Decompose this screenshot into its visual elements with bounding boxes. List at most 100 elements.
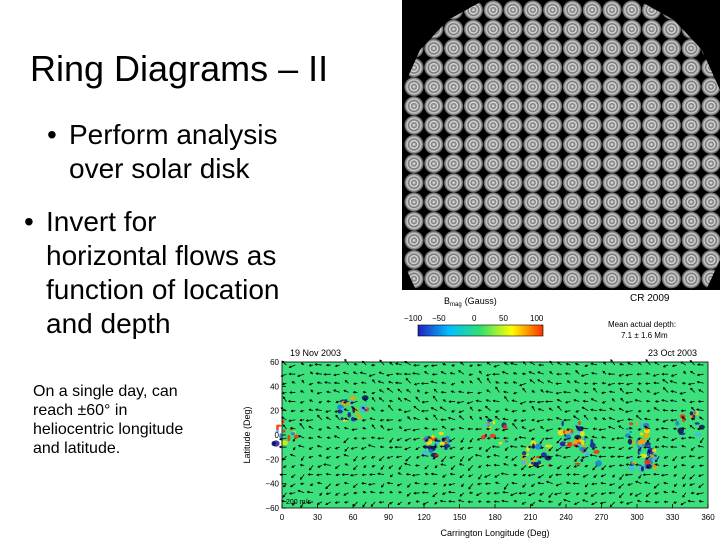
flow-arrow <box>369 417 376 421</box>
ring-tile <box>463 96 483 116</box>
ring-tile <box>681 134 701 154</box>
ring-tile <box>642 19 662 39</box>
ring-tile <box>523 230 543 250</box>
flow-arrow <box>484 474 491 478</box>
flow-arrow <box>414 492 420 494</box>
field-patch <box>580 458 584 463</box>
ring-tile <box>622 58 642 78</box>
flow-arrow <box>502 491 509 494</box>
flow-arrow <box>537 401 544 403</box>
flow-arrow <box>520 445 527 448</box>
ring-tile <box>582 211 602 231</box>
flow-arrow <box>663 419 669 423</box>
ring-tile <box>602 0 622 20</box>
flow-arrow <box>476 400 482 402</box>
field-patch <box>574 462 581 465</box>
ring-tile <box>562 154 582 174</box>
ring-tile <box>463 269 483 289</box>
ring-tile <box>463 38 483 59</box>
ring-tile <box>582 192 602 212</box>
flow-arrow <box>530 361 536 366</box>
flow-arrow <box>528 492 536 496</box>
flow-arrow <box>415 396 420 402</box>
flow-arrow <box>343 492 349 496</box>
field-patch <box>625 427 630 430</box>
flow-arrow <box>475 454 482 457</box>
flow-arrow <box>281 416 287 421</box>
ring-tile <box>582 0 602 20</box>
flow-arrow <box>388 465 394 469</box>
flow-arrow <box>591 398 598 402</box>
ring-tile <box>483 269 503 289</box>
field-patch <box>647 453 650 457</box>
ring-tile <box>562 250 582 270</box>
ring-tile <box>622 192 642 212</box>
flow-arrow <box>407 492 411 497</box>
ring-tile <box>523 96 543 116</box>
x-ticks: 0 30 60 90 120 150 180 210 240 270 300 330 360 <box>280 504 715 522</box>
flow-arrow <box>361 382 367 384</box>
ring-tile <box>562 0 582 20</box>
field-patch <box>521 451 527 456</box>
ring-tile <box>543 115 563 135</box>
ring-tile <box>681 115 701 135</box>
ring-tile <box>424 77 444 97</box>
ring-tile <box>622 154 642 174</box>
flow-arrow <box>635 480 642 485</box>
flow-arrow <box>493 400 500 402</box>
flow-arrow <box>592 465 598 471</box>
ring-tile <box>444 115 464 135</box>
ring-tile <box>503 230 523 250</box>
x-tick-label: 60 <box>349 513 358 522</box>
flow-arrow <box>362 406 367 411</box>
ring-tile <box>543 77 563 97</box>
ring-tile <box>483 77 503 97</box>
y-tick-label: 60 <box>270 358 279 367</box>
ring-tile <box>642 134 662 154</box>
flow-arrow <box>689 360 695 366</box>
ring-tile <box>661 115 681 135</box>
flow-arrow <box>645 455 651 460</box>
flow-arrow <box>317 501 323 505</box>
ring-tile <box>424 134 444 154</box>
flow-arrow <box>404 446 411 450</box>
flow-arrow <box>467 401 473 404</box>
ring-tile <box>543 19 563 39</box>
flow-arrow <box>574 380 580 384</box>
flow-arrow <box>661 399 669 402</box>
flow-arrow <box>680 361 687 366</box>
flow-arrow <box>449 446 456 450</box>
ring-tile <box>642 173 662 193</box>
ring-tile <box>681 96 701 116</box>
field-patch <box>562 430 566 434</box>
flow-arrow <box>448 491 456 494</box>
flow-arrow <box>591 492 598 497</box>
ring-tile <box>424 250 444 270</box>
ring-tile <box>562 77 582 97</box>
ring-tile <box>622 77 642 97</box>
x-tick-label: 210 <box>524 513 538 522</box>
flow-arrow <box>688 382 695 385</box>
field-patch <box>628 422 634 426</box>
flow-vectors <box>278 358 704 508</box>
ring-tile <box>562 58 582 78</box>
flow-arrow <box>565 446 571 449</box>
ring-tile <box>483 211 503 231</box>
ring-tile <box>404 250 424 270</box>
flow-arrow <box>592 436 598 439</box>
field-patch <box>530 440 537 447</box>
field-patch <box>649 454 655 458</box>
flow-arrow <box>608 426 615 430</box>
flow-arrow <box>368 444 376 448</box>
ring-tile <box>661 38 681 59</box>
flow-arrow <box>353 456 358 462</box>
flow-arrow <box>431 380 438 384</box>
flow-arrow <box>557 405 562 411</box>
ring-tile <box>503 96 523 116</box>
ring-tile <box>424 269 444 289</box>
flow-arrow <box>459 474 465 478</box>
flow-arrow <box>510 445 518 448</box>
flow-arrow <box>671 491 678 494</box>
field-patch <box>561 420 564 427</box>
ring-tile <box>582 269 602 289</box>
